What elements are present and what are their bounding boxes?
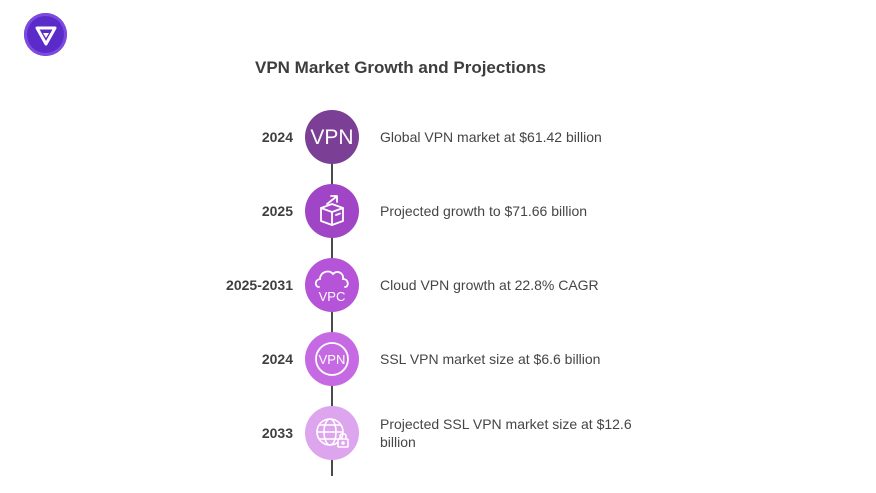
svg-text:VPN: VPN bbox=[310, 126, 353, 149]
timeline-description: Cloud VPN growth at 22.8% CAGR bbox=[380, 277, 599, 293]
timeline-year: 2024 bbox=[261, 129, 293, 145]
timeline-description: Global VPN market at $61.42 billion bbox=[380, 129, 602, 145]
shield-logo-icon bbox=[24, 13, 67, 56]
growth-box-icon bbox=[305, 184, 359, 238]
svg-text:VPC: VPC bbox=[319, 289, 346, 304]
timeline-year: 2024 bbox=[261, 351, 293, 367]
timeline-item: 2025 Projected growth to $71.66 billion bbox=[0, 184, 876, 238]
vpn-text-icon: VPN bbox=[305, 110, 359, 164]
timeline-item: 2025-2031 VPC Cloud VPN growth at 22.8% … bbox=[0, 258, 876, 312]
timeline-description: SSL VPN market size at $6.6 billion bbox=[380, 351, 601, 367]
timeline-year: 2025 bbox=[261, 203, 293, 219]
timeline-year: 2033 bbox=[261, 425, 293, 441]
timeline-item: 2024 VPN Global VPN market at $61.42 bil… bbox=[0, 110, 876, 164]
diagram-title: VPN Market Growth and Projections bbox=[255, 58, 546, 77]
cloud-vpc-icon: VPC bbox=[305, 258, 359, 312]
timeline-description: Projected SSL VPN market size at $12.6 b… bbox=[380, 416, 632, 450]
globe-lock-icon bbox=[305, 406, 359, 460]
vpn-circle-icon: VPN bbox=[305, 332, 359, 386]
timeline-description: Projected growth to $71.66 billion bbox=[380, 203, 588, 219]
timeline-item: 2024 VPN SSL VPN market size at $6.6 bil… bbox=[0, 332, 876, 386]
timeline-connector bbox=[331, 160, 333, 476]
svg-text:VPN: VPN bbox=[319, 352, 346, 367]
timeline-year: 2025-2031 bbox=[226, 277, 293, 293]
timeline-item: 2033 Projected SSL VPN market size at $1… bbox=[0, 406, 876, 460]
